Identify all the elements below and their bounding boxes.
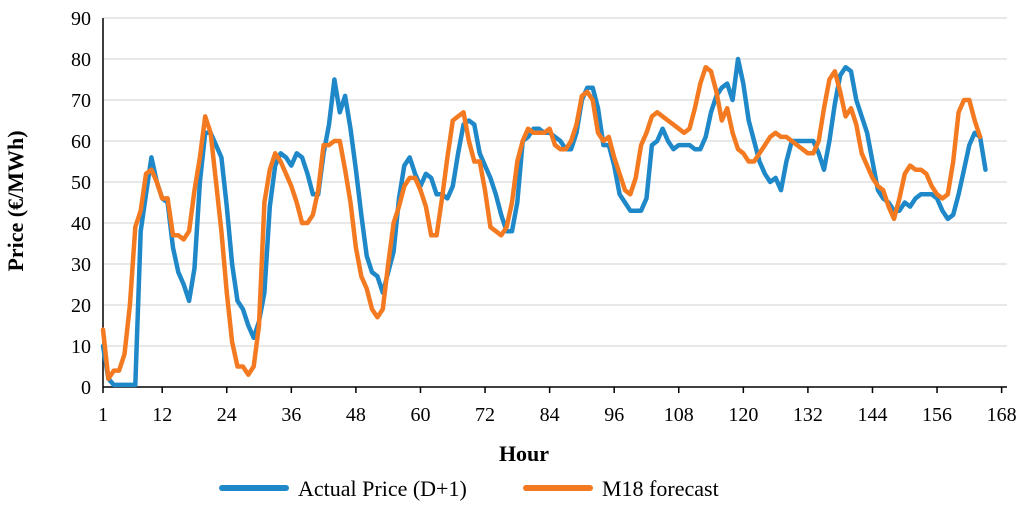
x-tick-label: 108 <box>664 404 694 426</box>
x-tick-label: 96 <box>604 404 624 426</box>
x-axis-title: Hour <box>499 441 549 466</box>
y-tick-label: 40 <box>71 213 91 235</box>
x-tick-label: 36 <box>281 404 301 426</box>
y-tick-label: 20 <box>71 295 91 317</box>
x-tick-label: 168 <box>987 404 1017 426</box>
y-tick-label: 70 <box>71 90 91 112</box>
x-tick-label: 1 <box>98 404 108 426</box>
y-tick-label: 80 <box>71 49 91 71</box>
x-tick-label: 84 <box>540 404 560 426</box>
tick-labels: 0 10 20 30 40 50 60 70 80 90 1 12 24 36 48 60 72 84 96 108 1… <box>71 8 1017 426</box>
x-tick-label: 60 <box>410 404 430 426</box>
y-tick-label: 0 <box>81 377 91 399</box>
series <box>100 56 988 388</box>
y-tick-label: 90 <box>71 8 91 30</box>
y-tick-label: 30 <box>71 254 91 276</box>
x-tick-label: 144 <box>857 404 887 426</box>
x-tick-label: 72 <box>475 404 495 426</box>
legend-label-actual-price: Actual Price (D+1) <box>298 476 467 501</box>
y-tick-label: 10 <box>71 336 91 358</box>
legend: Actual Price (D+1) M18 forecast <box>219 476 719 501</box>
legend-label-m18-forecast: M18 forecast <box>602 476 719 501</box>
x-tick-label: 156 <box>922 404 952 426</box>
y-tick-label: 60 <box>71 131 91 153</box>
x-tick-label: 12 <box>152 404 172 426</box>
y-tick-label: 50 <box>71 172 91 194</box>
x-tick-label: 24 <box>217 404 237 426</box>
axes <box>102 18 1007 393</box>
y-axis-title: Price (€/MWh) <box>3 130 28 271</box>
series-line-m18-forecast <box>100 64 983 382</box>
x-tick-label: 48 <box>346 404 366 426</box>
x-tick-label: 132 <box>793 404 823 426</box>
x-tick-label: 120 <box>728 404 758 426</box>
